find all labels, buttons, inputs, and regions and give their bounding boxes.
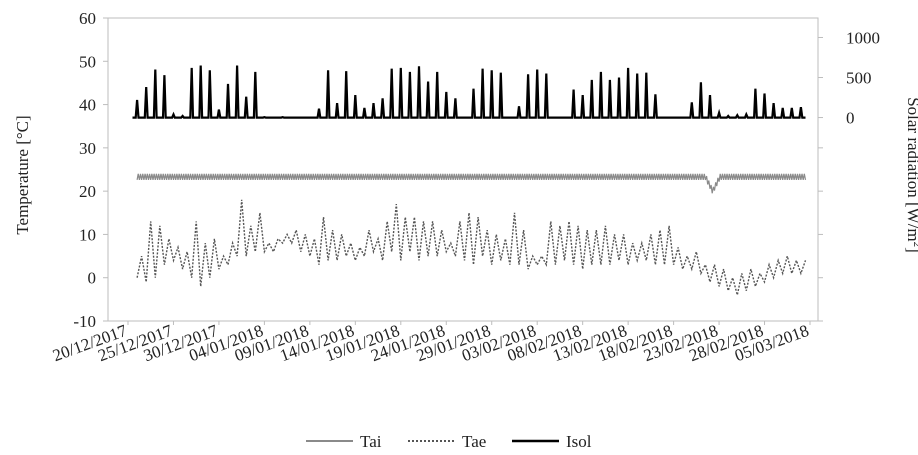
y-tick-label: 0 bbox=[88, 269, 97, 288]
series-line-tai bbox=[136, 173, 807, 194]
y-tick-label: -10 bbox=[73, 312, 96, 331]
y-axis-label-right-main: Solar radiation [W/m bbox=[904, 97, 918, 241]
axes bbox=[103, 17, 823, 325]
y-axis-label-left: Temperature [°C] bbox=[13, 115, 32, 234]
y2-tick-label: 1000 bbox=[846, 28, 880, 47]
y-axis-label-right-sup: 2 bbox=[911, 242, 918, 248]
y-tick-label: 10 bbox=[79, 225, 96, 244]
tick-labels: -1001020304050600500100020/12/201725/12/… bbox=[50, 9, 880, 365]
series-tai bbox=[136, 173, 807, 194]
y2-tick-label: 500 bbox=[846, 69, 872, 88]
series-isol bbox=[132, 65, 806, 119]
plot-frame bbox=[107, 17, 819, 322]
legend-label-tai: Tai bbox=[360, 432, 382, 451]
y-tick-label: 40 bbox=[79, 96, 96, 115]
y-axis-label-right: Solar radiation [W/m2] bbox=[904, 97, 918, 253]
y-tick-label: 60 bbox=[79, 9, 96, 28]
y2-tick-label: 0 bbox=[846, 109, 855, 128]
y-axis-label-right-end: ] bbox=[904, 247, 918, 253]
legend-label-isol: Isol bbox=[566, 432, 592, 451]
legend: Tai Tae Isol bbox=[306, 432, 592, 451]
series-line-isol bbox=[132, 65, 806, 119]
legend-label-tae: Tae bbox=[462, 432, 486, 451]
y-tick-label: 20 bbox=[79, 182, 96, 201]
y-tick-label: 30 bbox=[79, 139, 96, 158]
series-line-tae bbox=[136, 199, 807, 296]
y-tick-label: 50 bbox=[79, 52, 96, 71]
series-tae bbox=[136, 199, 807, 296]
